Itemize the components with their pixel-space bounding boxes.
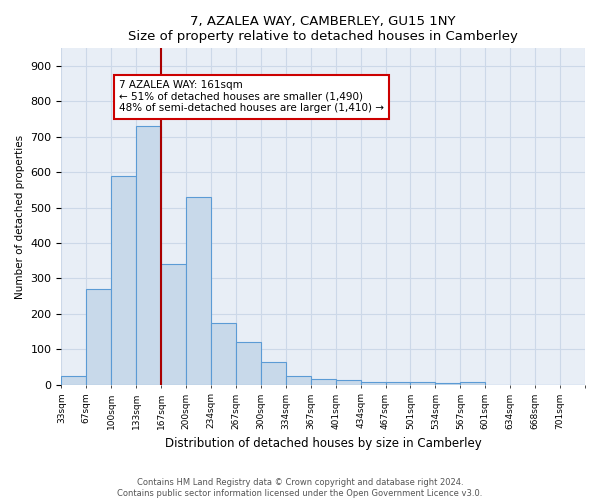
Text: 7 AZALEA WAY: 161sqm
← 51% of detached houses are smaller (1,490)
48% of semi-de: 7 AZALEA WAY: 161sqm ← 51% of detached h… (119, 80, 384, 114)
Bar (261, 362, 286, 384)
Bar (335, 380, 361, 384)
Bar (236, 342, 261, 384)
Bar (286, 376, 311, 384)
Bar (211, 322, 236, 384)
Bar (361, 382, 386, 384)
Bar (136, 126, 161, 384)
Title: 7, AZALEA WAY, CAMBERLEY, GU15 1NY
Size of property relative to detached houses : 7, AZALEA WAY, CAMBERLEY, GU15 1NY Size … (128, 15, 518, 43)
Bar (86, 289, 111, 384)
Bar (61, 376, 86, 384)
Bar (436, 383, 460, 384)
Text: Contains HM Land Registry data © Crown copyright and database right 2024.
Contai: Contains HM Land Registry data © Crown c… (118, 478, 482, 498)
X-axis label: Distribution of detached houses by size in Camberley: Distribution of detached houses by size … (165, 437, 482, 450)
Bar (386, 382, 410, 384)
Bar (460, 382, 485, 384)
Bar (111, 176, 136, 384)
Bar (161, 264, 186, 384)
Y-axis label: Number of detached properties: Number of detached properties (15, 134, 25, 298)
Bar (410, 382, 436, 384)
Bar (311, 380, 335, 384)
Bar (186, 197, 211, 384)
